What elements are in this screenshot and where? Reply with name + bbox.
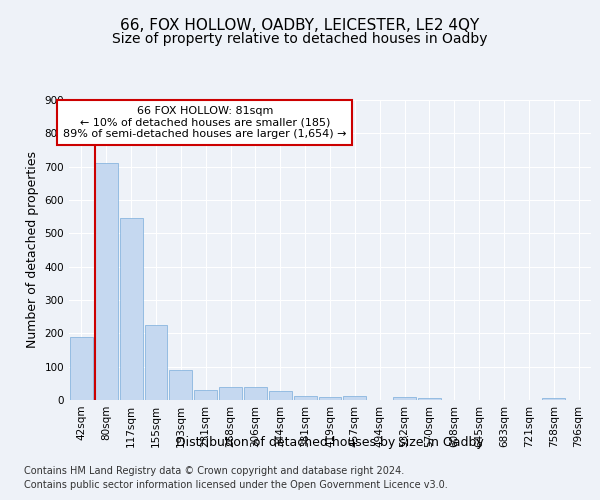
- Text: Contains HM Land Registry data © Crown copyright and database right 2024.: Contains HM Land Registry data © Crown c…: [24, 466, 404, 476]
- Bar: [145, 325, 167, 400]
- Bar: [343, 396, 366, 400]
- Bar: [319, 396, 341, 400]
- Bar: [194, 390, 217, 400]
- Bar: [95, 164, 118, 400]
- Text: Distribution of detached houses by size in Oadby: Distribution of detached houses by size …: [176, 436, 484, 449]
- Bar: [244, 386, 267, 400]
- Bar: [169, 370, 192, 400]
- Text: 66 FOX HOLLOW: 81sqm
← 10% of detached houses are smaller (185)
89% of semi-deta: 66 FOX HOLLOW: 81sqm ← 10% of detached h…: [63, 106, 346, 139]
- Bar: [542, 398, 565, 400]
- Bar: [393, 396, 416, 400]
- Y-axis label: Number of detached properties: Number of detached properties: [26, 152, 39, 348]
- Bar: [219, 386, 242, 400]
- Bar: [294, 396, 317, 400]
- Text: 66, FOX HOLLOW, OADBY, LEICESTER, LE2 4QY: 66, FOX HOLLOW, OADBY, LEICESTER, LE2 4Q…: [121, 18, 479, 32]
- Bar: [269, 391, 292, 400]
- Bar: [70, 336, 93, 400]
- Bar: [120, 218, 143, 400]
- Text: Contains public sector information licensed under the Open Government Licence v3: Contains public sector information licen…: [24, 480, 448, 490]
- Bar: [418, 398, 441, 400]
- Text: Size of property relative to detached houses in Oadby: Size of property relative to detached ho…: [112, 32, 488, 46]
